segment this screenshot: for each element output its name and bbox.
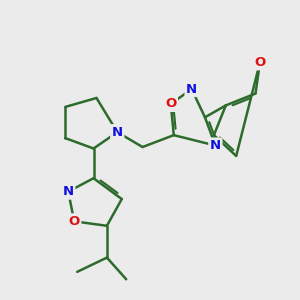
Text: N: N: [186, 82, 197, 96]
Text: O: O: [254, 56, 266, 69]
Text: N: N: [63, 185, 74, 198]
Text: O: O: [165, 98, 176, 110]
Text: N: N: [112, 126, 123, 139]
Text: O: O: [69, 215, 80, 228]
Text: N: N: [210, 139, 221, 152]
